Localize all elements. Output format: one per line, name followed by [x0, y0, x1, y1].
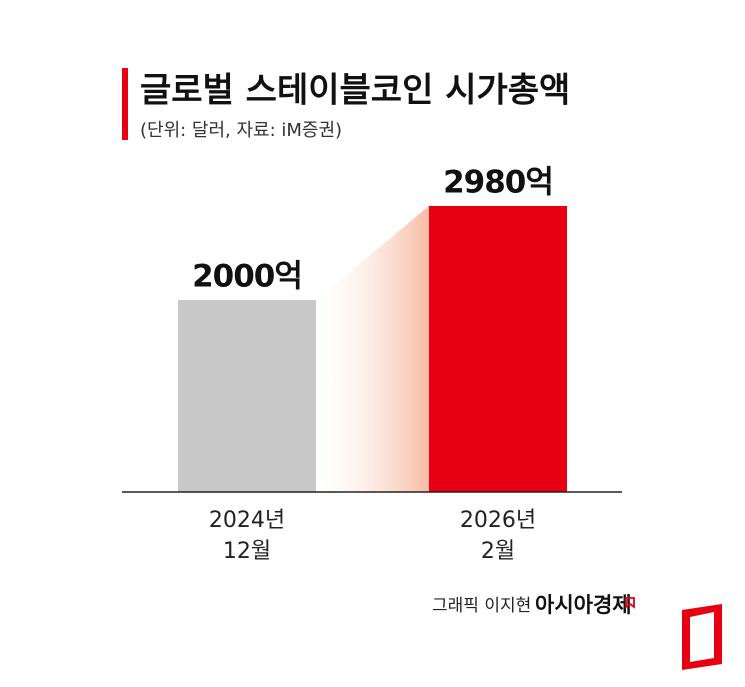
x-tick-label: 2024년 12월: [209, 508, 285, 564]
credit: 그래픽 이지현: [432, 596, 531, 616]
x-tick-label: 2026년 2월: [460, 508, 536, 564]
brand-mark: [625, 597, 635, 609]
logo: [682, 604, 722, 670]
bar: [429, 206, 567, 492]
title-accent: [122, 68, 128, 140]
chart-subtitle: (단위: 달러, 자료: iM증권): [140, 120, 342, 141]
value-label: 2000억: [192, 259, 302, 295]
connector: [316, 206, 429, 492]
bar: [178, 300, 316, 492]
plot-area: 2000억 2024년 12월 2980억 2026년 2월: [178, 165, 567, 564]
chart-title: 글로벌 스테이블코인 시가총액: [140, 71, 570, 111]
value-label: 2980억: [443, 165, 553, 201]
brand: 아시아경제: [535, 593, 632, 617]
